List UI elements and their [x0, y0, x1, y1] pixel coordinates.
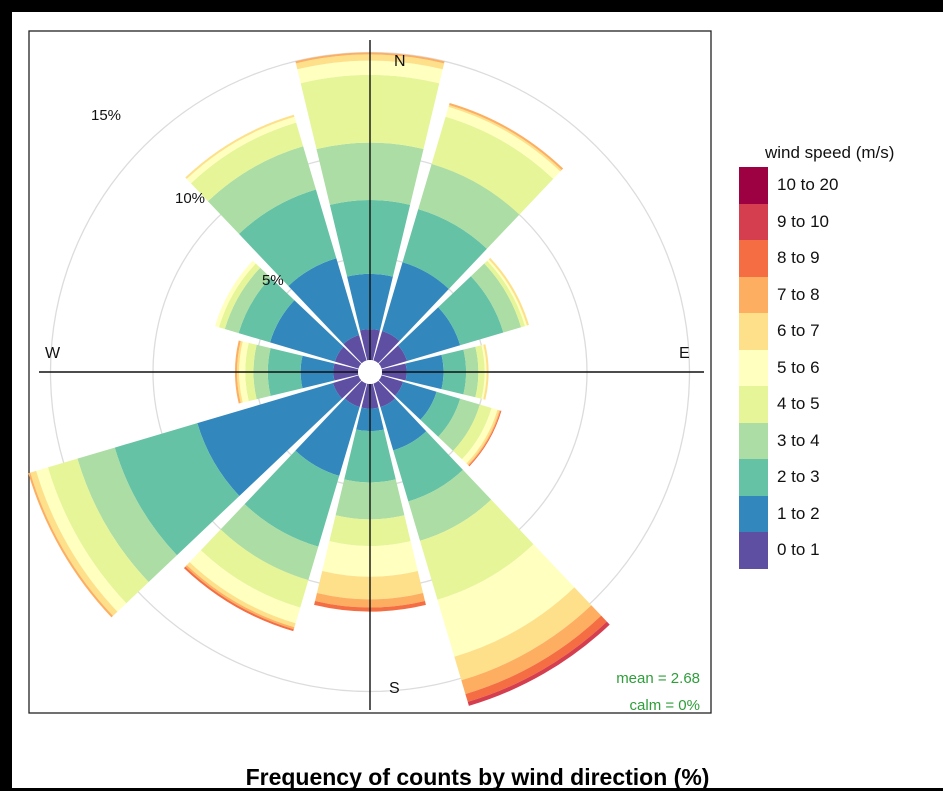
- wedge-0deg-bin-7: [295, 52, 445, 64]
- legend-label: 5 to 6: [777, 357, 820, 377]
- wedge-120deg-bin-1: [395, 381, 437, 420]
- wedge-210deg-bin-1: [295, 398, 360, 476]
- wedge-150deg-bin-1: [380, 398, 427, 451]
- wedge-330deg-bin-2: [238, 189, 337, 286]
- wedge-300deg-bin-1: [270, 300, 344, 362]
- wedge-240deg-bin-2: [114, 423, 240, 556]
- legend-swatch: [739, 495, 768, 532]
- wedge-240deg-bin-6: [30, 470, 118, 616]
- wind-rose-plot: N E S W 5% 10% 15%: [28, 30, 712, 714]
- wedge-120deg-bin-0: [378, 375, 404, 396]
- legend-label: 9 to 10: [777, 211, 829, 231]
- legend-swatch: [739, 203, 768, 240]
- wedge-60deg-bin-0: [378, 345, 408, 369]
- wedge-150deg-bin-0: [373, 380, 396, 408]
- calm-stat: calm = 0%: [629, 697, 700, 714]
- wedge-150deg-bin-6: [454, 587, 592, 681]
- wedge-90deg-bin-6: [483, 344, 489, 400]
- wedge-30deg-bin-3: [418, 163, 520, 249]
- legend-swatch: [739, 276, 768, 313]
- wedge-150deg-bin-2: [393, 431, 463, 502]
- legend-label: 10 to 20: [777, 175, 839, 194]
- legend-label: 2 to 3: [777, 467, 820, 486]
- wedge-210deg-bin-5: [189, 550, 301, 624]
- wedge-60deg-bin-5: [487, 259, 527, 327]
- legend-swatch: [739, 532, 768, 569]
- legend-label: 7 to 8: [777, 284, 820, 304]
- wedge-150deg-bin-8: [465, 615, 607, 702]
- legend-label: 3 to 4: [777, 430, 820, 450]
- wedge-270deg-bin-7: [234, 340, 241, 404]
- compass-label-s: S: [389, 680, 400, 697]
- legend-label: 0 to 1: [777, 540, 820, 559]
- wedge-30deg-bin-1: [382, 262, 449, 341]
- calm-hole: [358, 360, 382, 384]
- wedge-150deg-bin-3: [408, 469, 492, 541]
- wedge-330deg-bin-5: [186, 116, 297, 184]
- compass-label-n: N: [394, 53, 406, 70]
- legend-label: 8 to 9: [777, 248, 820, 267]
- wedge-60deg-bin-2: [438, 276, 504, 346]
- legend-swatch: [739, 349, 768, 386]
- wedge-210deg-bin-6: [186, 562, 296, 628]
- legend-swatch: [739, 459, 768, 496]
- wedge-210deg-bin-4: [200, 529, 309, 608]
- compass-label-e: E: [679, 345, 690, 362]
- wedge-240deg-bin-4: [47, 458, 149, 604]
- wedge-300deg-bin-2: [238, 277, 295, 343]
- legend-swatch: [739, 313, 768, 350]
- wedge-300deg-bin-4: [218, 263, 261, 329]
- wedge-240deg-bin-0: [332, 375, 362, 399]
- wedge-270deg-bin-6: [237, 340, 243, 404]
- wedge-240deg-bin-3: [77, 447, 177, 583]
- wedge-90deg-bin-5: [481, 344, 487, 400]
- wedge-330deg-bin-3: [207, 146, 316, 234]
- legend-swatch: [739, 422, 768, 459]
- wedge-60deg-bin-1: [398, 307, 461, 362]
- legend-swatch: [739, 386, 768, 423]
- wedge-180deg-bin-8: [314, 600, 426, 612]
- wedge-240deg-bin-5: [36, 467, 127, 612]
- wedge-150deg-bin-5: [437, 544, 575, 657]
- mean-stat: mean = 2.68: [616, 670, 700, 687]
- wedge-60deg-bin-6: [488, 257, 529, 326]
- wedge-0deg-bin-6: [295, 54, 445, 70]
- wedge-330deg-bin-0: [343, 334, 367, 364]
- wedge-60deg-bin-4: [484, 260, 525, 328]
- ring-label-15: 15%: [91, 107, 121, 124]
- wedge-150deg-bin-7: [461, 605, 602, 695]
- ring-label-10: 10%: [175, 190, 205, 207]
- legend-label: 1 to 2: [777, 503, 820, 523]
- wedge-30deg-bin-5: [445, 106, 561, 179]
- compass-label-w: W: [45, 345, 61, 362]
- chart-title: Frequency of counts by wind direction (%…: [245, 764, 710, 790]
- legend-swatch: [739, 167, 768, 204]
- wedge-300deg-bin-0: [334, 346, 362, 369]
- wedge-240deg-bin-1: [197, 382, 342, 496]
- wedge-120deg-bin-5: [461, 408, 498, 464]
- wedge-30deg-bin-4: [431, 116, 554, 215]
- wedge-120deg-bin-2: [420, 391, 461, 437]
- wedge-300deg-bin-5: [215, 260, 256, 328]
- wedge-120deg-bin-3: [438, 398, 480, 451]
- wedge-120deg-bin-6: [466, 409, 500, 465]
- wedge-210deg-bin-2: [244, 450, 340, 547]
- wedge-300deg-bin-3: [224, 267, 271, 334]
- legend-swatch: [739, 240, 768, 277]
- wedge-210deg-bin-0: [344, 380, 367, 408]
- ring-label-5: 5%: [262, 272, 284, 289]
- chart-frame: N E S W 5% 10% 15% mean = 2.68 calm = 0%…: [12, 12, 943, 790]
- legend-label: 6 to 7: [777, 321, 820, 340]
- wedge-150deg-bin-9: [467, 621, 610, 706]
- wedge-330deg-bin-1: [288, 258, 360, 344]
- wedge-30deg-bin-2: [402, 209, 487, 289]
- legend-label: 4 to 5: [777, 394, 820, 413]
- wedge-120deg-bin-4: [453, 404, 492, 460]
- wedge-210deg-bin-3: [220, 504, 319, 581]
- wedge-330deg-bin-4: [190, 122, 304, 202]
- wedge-30deg-bin-0: [373, 331, 400, 364]
- wedge-150deg-bin-4: [419, 499, 534, 600]
- wedge-60deg-bin-3: [470, 263, 522, 333]
- legend-title: wind speed (m/s): [765, 143, 895, 162]
